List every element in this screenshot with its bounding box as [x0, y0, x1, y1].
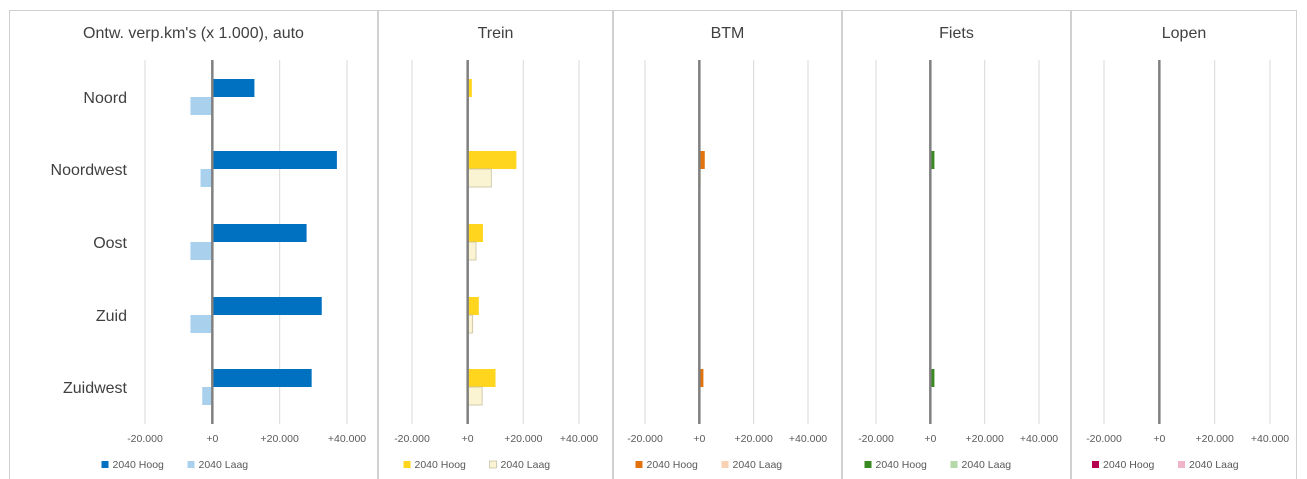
x-tick-label: +0 — [206, 433, 218, 445]
bar-2040-hoog-noord — [212, 79, 255, 97]
panel-title: Lopen — [1162, 25, 1207, 42]
legend-swatch-2040-hoog — [101, 461, 109, 468]
legend-swatch-2040-laag — [489, 460, 497, 469]
panel-trein: Trein -20.000 +0 +20.000 +40.000 2040 Hoog 204… — [378, 10, 613, 479]
legend-label-2040-hoog: 2040 Hoog — [1103, 459, 1155, 471]
bar-2040-laag-zuidwest — [467, 386, 483, 406]
x-tick-label: +20.000 — [735, 433, 773, 445]
legend-label-2040-laag: 2040 Laag — [962, 459, 1012, 471]
legend-label-2040-hoog: 2040 Hoog — [113, 459, 165, 471]
x-tick-label: +20.000 — [261, 433, 299, 445]
panel-title: Fiets — [939, 25, 974, 42]
legend-label-2040-hoog: 2040 Hoog — [647, 459, 699, 471]
legend-swatch-2040-hoog — [635, 461, 643, 468]
bar-2040-hoog-zuid — [467, 297, 479, 315]
x-tick-label: -20.000 — [627, 433, 663, 445]
x-tick-label: +20.000 — [1196, 433, 1234, 445]
panel-frame — [378, 10, 613, 479]
legend-swatch-2040-hoog — [1092, 461, 1099, 468]
x-tick-label: +20.000 — [966, 433, 1004, 445]
legend-label-2040-laag: 2040 Laag — [1189, 459, 1239, 471]
x-tick-label: +0 — [1153, 433, 1165, 445]
bar-2040-hoog-zuidwest — [699, 369, 704, 387]
bar-2040-hoog-noordwest — [467, 151, 517, 169]
panel-frame — [842, 10, 1071, 479]
panel-ontw-verp-km-s-x-1-000-auto: Ontw. verp.km's (x 1.000), auto -20.000 +0… — [9, 10, 378, 479]
panel-btm: BTM -20.000 +0 +20.000 +40.000 2040 Hoog 2040 … — [613, 10, 842, 479]
panel-title: BTM — [711, 25, 745, 42]
x-tick-label: +0 — [693, 433, 705, 445]
bar-2040-laag-noord — [190, 97, 213, 115]
category-label-oost: Oost — [93, 235, 127, 252]
bar-2040-laag-zuid — [190, 315, 213, 333]
legend-swatch-2040-laag — [1178, 461, 1185, 468]
bar-2040-laag-oost — [190, 242, 213, 260]
legend-label-2040-laag: 2040 Laag — [199, 459, 249, 471]
panel-title: Trein — [478, 25, 514, 42]
x-tick-label: +40.000 — [560, 433, 598, 445]
x-tick-label: +0 — [924, 433, 936, 445]
x-tick-label: +40.000 — [328, 433, 366, 445]
bar-2040-hoog-zuid — [212, 297, 322, 315]
panel-fiets: Fiets -20.000 +0 +20.000 +40.000 2040 Hoog 204… — [842, 10, 1071, 479]
panel-frame — [613, 10, 842, 479]
legend-swatch-2040-laag — [950, 461, 958, 468]
bar-2040-hoog-zuidwest — [930, 369, 935, 387]
x-tick-label: +40.000 — [1251, 433, 1289, 445]
bar-2040-laag-noordwest — [200, 169, 213, 187]
bar-2040-hoog-noordwest — [699, 151, 705, 169]
category-label-noordwest: Noordwest — [51, 162, 128, 179]
bar-2040-hoog-zuidwest — [212, 369, 312, 387]
legend-swatch-2040-hoog — [403, 461, 411, 468]
bar-2040-hoog-noordwest — [212, 151, 337, 169]
bar-2040-hoog-zuidwest — [467, 369, 496, 387]
bar-2040-laag-zuidwest — [202, 387, 213, 405]
category-label-zuidwest: Zuidwest — [63, 380, 128, 397]
category-label-zuid: Zuid — [96, 308, 127, 325]
legend-label-2040-hoog: 2040 Hoog — [876, 459, 928, 471]
bar-2040-hoog-oost — [212, 224, 307, 242]
legend-swatch-2040-hoog — [864, 461, 872, 468]
x-tick-label: +20.000 — [504, 433, 542, 445]
x-tick-label: -20.000 — [1086, 433, 1122, 445]
x-tick-label: -20.000 — [127, 433, 163, 445]
bar-2040-hoog-noord — [467, 79, 472, 97]
x-tick-label: +0 — [462, 433, 474, 445]
legend-label-2040-laag: 2040 Laag — [733, 459, 783, 471]
x-tick-label: +40.000 — [789, 433, 827, 445]
legend-label-2040-laag: 2040 Laag — [501, 459, 551, 471]
bar-2040-laag-noordwest — [467, 168, 492, 188]
x-tick-label: -20.000 — [394, 433, 430, 445]
bar-2040-laag-oost — [467, 241, 477, 261]
bar-2040-hoog-noordwest — [930, 151, 935, 169]
legend-swatch-2040-laag — [187, 461, 195, 468]
panel-frame — [1071, 10, 1297, 479]
bar-2040-hoog-oost — [467, 224, 483, 242]
panel-title: Ontw. verp.km's (x 1.000), auto — [83, 25, 304, 42]
category-label-noord: Noord — [83, 90, 127, 107]
legend-swatch-2040-laag — [721, 461, 729, 468]
panel-lopen: Lopen -20.000 +0 +20.000 +40.000 2040 Hoog 204… — [1071, 10, 1297, 479]
legend-label-2040-hoog: 2040 Hoog — [415, 459, 467, 471]
x-tick-label: +40.000 — [1020, 433, 1058, 445]
x-tick-label: -20.000 — [858, 433, 894, 445]
